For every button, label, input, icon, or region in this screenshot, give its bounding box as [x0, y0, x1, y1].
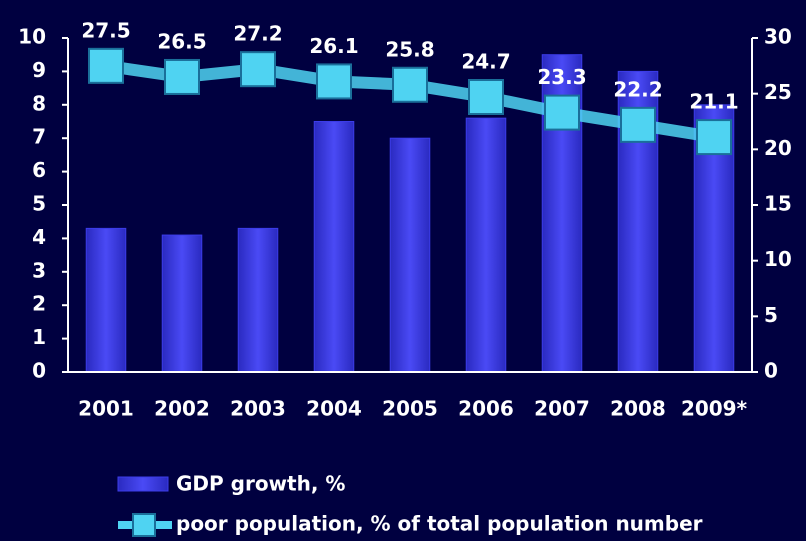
value-label: 22.2	[613, 77, 662, 101]
bar	[85, 227, 127, 373]
y2-tick-label: 0	[764, 359, 778, 383]
y-tick-label: 3	[32, 258, 46, 282]
y-tick-label: 6	[32, 158, 46, 182]
x-tick-label: 2004	[306, 397, 362, 421]
x-tick-label: 2002	[154, 397, 210, 421]
x-tick-label: 2007	[534, 397, 590, 421]
y2-tick-label: 5	[764, 303, 778, 327]
legend-swatch	[117, 476, 169, 492]
x-tick-label: 2001	[78, 397, 134, 421]
line-marker	[696, 119, 732, 156]
bar	[237, 227, 279, 373]
bar	[161, 234, 203, 373]
line-marker	[88, 47, 124, 84]
x-tick-label: 2005	[382, 397, 438, 421]
line-marker	[468, 79, 504, 116]
bar	[313, 121, 355, 373]
y2-tick-label: 20	[764, 136, 792, 160]
y-tick-label: 2	[32, 292, 46, 316]
y2-tick-label: 10	[764, 247, 792, 271]
legend-swatch	[132, 513, 156, 537]
y-tick-label: 8	[32, 91, 46, 115]
y2-tick-label: 25	[764, 80, 792, 104]
line-marker	[620, 106, 656, 143]
legend-label: GDP growth, %	[176, 472, 345, 496]
value-label: 26.1	[309, 34, 358, 58]
y-tick-label: 7	[32, 125, 46, 149]
value-label: 25.8	[385, 37, 434, 61]
line-marker	[316, 63, 352, 100]
value-label: 24.7	[461, 50, 510, 74]
value-label: 27.2	[233, 22, 282, 46]
value-label: 21.1	[689, 90, 738, 114]
y-tick-label: 10	[18, 25, 46, 49]
line-marker	[240, 51, 276, 88]
y-tick-label: 1	[32, 325, 46, 349]
y-tick-label: 4	[32, 225, 46, 249]
y-tick-label: 5	[32, 192, 46, 216]
y2-tick-label: 15	[764, 192, 792, 216]
x-tick-label: 2003	[230, 397, 286, 421]
line-marker	[544, 94, 580, 131]
x-tick-label: 2008	[610, 397, 666, 421]
legend-label: poor population, % of total population n…	[176, 512, 703, 536]
value-label: 27.5	[81, 18, 130, 42]
value-label: 26.5	[157, 29, 206, 53]
value-label: 23.3	[537, 65, 586, 89]
bar	[465, 117, 507, 373]
line-marker	[164, 58, 200, 95]
y-tick-label: 9	[32, 58, 46, 82]
y-tick-label: 0	[32, 359, 46, 383]
x-tick-label: 2009*	[681, 397, 748, 421]
line-marker	[392, 66, 428, 103]
x-tick-label: 2006	[458, 397, 514, 421]
y2-tick-label: 30	[764, 25, 792, 49]
bar	[389, 137, 431, 373]
